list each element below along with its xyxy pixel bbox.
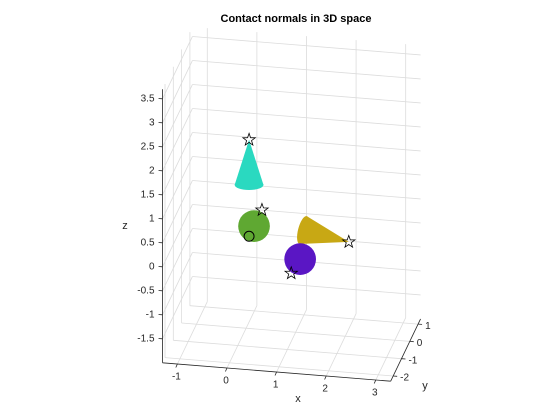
star-marker — [241, 132, 257, 147]
grid-line — [173, 339, 402, 360]
grid-line — [192, 276, 421, 296]
z-tick-label: 0.5 — [141, 237, 155, 248]
grid-line — [276, 309, 307, 373]
grid-line — [375, 317, 407, 381]
axis-line — [390, 318, 421, 382]
grid-line — [177, 301, 208, 365]
grid-line — [162, 84, 193, 147]
grid-line — [162, 228, 193, 291]
tick-mark — [274, 371, 277, 376]
grid-line — [192, 108, 421, 128]
grid-line — [192, 60, 421, 80]
z-tick-label: 2 — [149, 165, 155, 176]
grid-line — [325, 313, 357, 377]
cone — [234, 139, 264, 190]
cone-side — [299, 216, 349, 245]
z-axis-label: z — [122, 220, 128, 232]
grid-line — [192, 156, 421, 176]
sphere — [284, 243, 316, 275]
z-tick-label: 3.5 — [141, 93, 155, 104]
grid-line — [162, 180, 193, 243]
x-tick-label: 1 — [273, 380, 279, 391]
z-tick-label: 3 — [149, 117, 155, 128]
grid-line — [162, 156, 193, 219]
z-tick-label: 2.5 — [141, 141, 155, 152]
grid-line — [192, 132, 421, 152]
chart-title: Contact normals in 3D space — [221, 13, 372, 25]
grid-line — [164, 357, 394, 377]
star-marker — [283, 265, 299, 280]
tick-mark — [225, 367, 228, 372]
x-tick-label: 0 — [223, 376, 229, 387]
y-axis-label: y — [422, 380, 428, 392]
x-tick-label: 3 — [372, 388, 378, 399]
cone — [297, 216, 349, 245]
tick-mark — [324, 375, 327, 380]
z-tick-label: 1.5 — [141, 189, 155, 200]
x-tick-label: -1 — [172, 372, 181, 383]
z-tick-label: 1 — [149, 213, 155, 224]
z-tick-label: -0.5 — [137, 285, 155, 296]
grid-line — [162, 36, 193, 99]
grid-line — [189, 305, 419, 325]
grid-line — [226, 305, 258, 369]
star-marker — [254, 202, 270, 217]
y-tick-label: 1 — [425, 321, 431, 332]
grid-line — [162, 108, 193, 171]
circle-marker — [243, 230, 255, 242]
grid-line — [162, 204, 193, 267]
y-tick-label: -2 — [400, 373, 409, 384]
sphere — [238, 210, 270, 242]
grid-line — [162, 276, 193, 339]
tick-mark — [175, 363, 178, 368]
x-tick-label: 2 — [322, 384, 328, 395]
grid-line — [181, 322, 410, 342]
z-tick-label: 0 — [149, 261, 155, 272]
grid-line — [192, 204, 421, 224]
cone-side — [234, 139, 264, 185]
z-tick-label: -1 — [146, 309, 155, 320]
grid-line — [162, 252, 193, 315]
y-tick-label: 0 — [417, 338, 423, 349]
x-axis-label: x — [295, 393, 301, 405]
tick-mark — [373, 379, 377, 384]
grid-line — [162, 60, 193, 123]
z-tick-label: -1.5 — [137, 333, 155, 344]
grid-line — [192, 36, 421, 56]
grid-line — [192, 180, 421, 200]
grid-line — [192, 84, 421, 104]
star-marker — [341, 234, 357, 249]
grid-line — [162, 132, 193, 195]
y-tick-label: -1 — [408, 355, 417, 366]
